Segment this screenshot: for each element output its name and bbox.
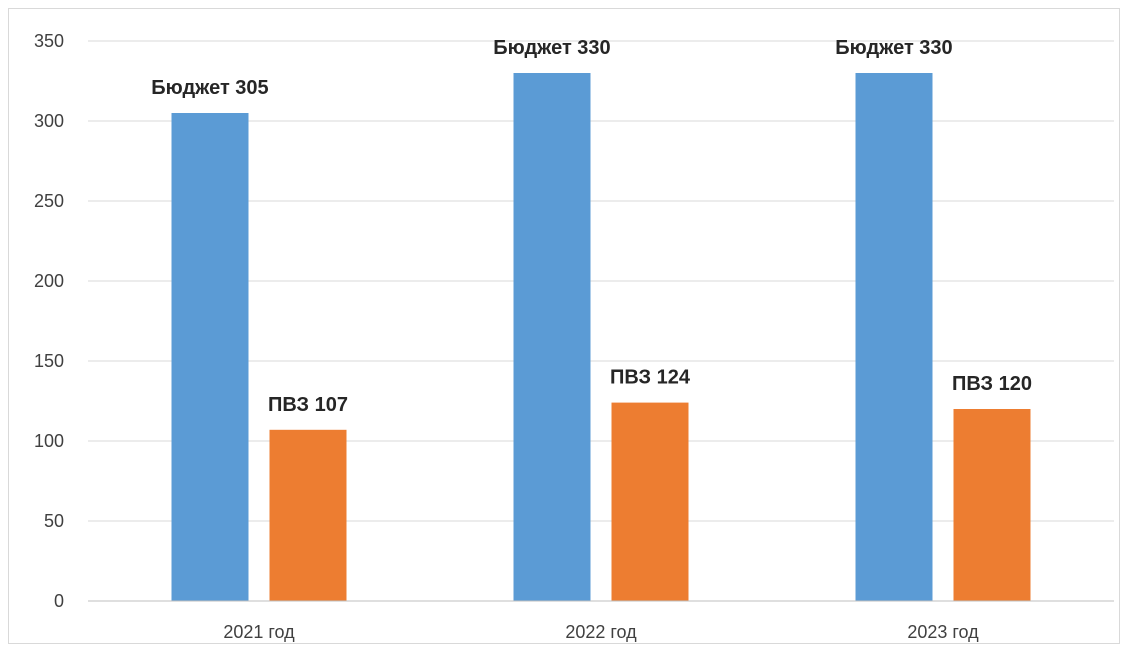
y-tick-label: 350 [34,31,64,51]
x-tick-label: 2021 год [223,622,295,642]
y-tick-label: 50 [44,511,64,531]
data-label: ПВЗ 124 [610,367,691,389]
data-label: Бюджет 330 [835,37,952,59]
x-axis: 2021 год 2022 год 2023 год [88,600,1114,642]
bar-pvz [953,409,1031,601]
bar-pvz [611,402,689,601]
y-tick-label: 250 [34,191,64,211]
bar-budget [171,113,249,601]
bar-pvz [269,429,347,601]
y-tick-label: 0 [54,591,64,611]
data-labels: Бюджет 305 ПВЗ 107 Бюджет 330 ПВЗ 124 Бюджет… [151,37,1032,416]
data-label: ПВЗ 107 [268,394,348,416]
data-label: Бюджет 305 [151,77,268,99]
x-tick-label: 2022 год [565,622,637,642]
y-tick-label: 100 [34,431,64,451]
x-tick-label: 2023 год [907,622,979,642]
y-tick-label: 150 [34,351,64,371]
y-tick-label: 300 [34,111,64,131]
bar-budget [855,73,933,601]
y-axis: 0 50 100 150 200 250 300 350 [34,31,64,611]
bar-budget [513,73,591,601]
bars [171,73,1031,601]
data-label: ПВЗ 120 [952,373,1032,395]
data-label: Бюджет 330 [493,37,610,59]
y-tick-label: 200 [34,271,64,291]
